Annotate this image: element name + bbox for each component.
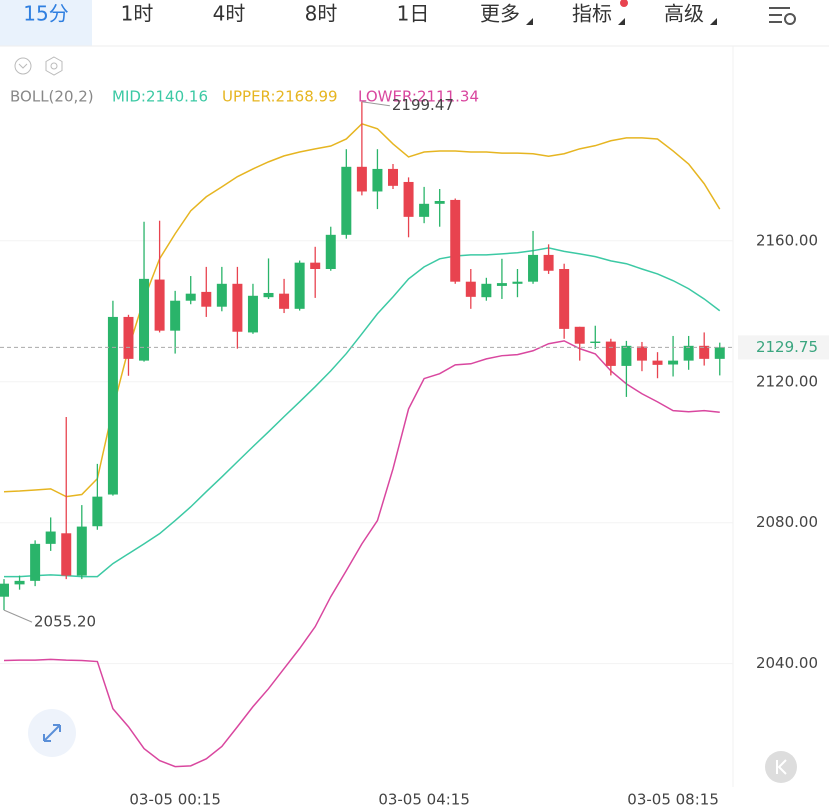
x-tick-label: 03-05 08:15 — [627, 791, 719, 809]
annotation-label: 2055.20 — [34, 613, 96, 631]
y-tick-label: 2160.00 — [756, 231, 818, 249]
candle-body — [388, 168, 398, 186]
indicator-label: BOLL(20,2) — [10, 88, 94, 106]
candle-body — [154, 279, 165, 331]
last-price-label: 2129.75 — [756, 338, 818, 356]
candle-body — [419, 203, 430, 217]
annotation-label: 2199.47 — [392, 96, 454, 114]
candle-body — [450, 199, 461, 282]
candle-body — [683, 345, 694, 361]
candle-body — [45, 531, 56, 544]
candle-body — [636, 346, 647, 361]
dropdown-arrow — [618, 18, 625, 25]
candle-body — [139, 278, 150, 361]
legend-entry: UPPER:2168.99 — [222, 88, 338, 106]
candle-body — [714, 347, 725, 359]
legend-entry: LOWER:2111.34 — [358, 88, 479, 106]
candle-body — [294, 262, 305, 309]
collapse-icon-arrow — [18, 63, 28, 69]
candle-body — [372, 168, 383, 192]
y-tick-label: 2120.00 — [756, 372, 818, 390]
candle-body — [310, 262, 321, 269]
candle-body — [185, 293, 196, 301]
candle-body — [76, 526, 87, 576]
settings-icon-dot — [50, 62, 58, 70]
candle-body — [279, 293, 290, 309]
tab[interactable]: 指标 — [572, 2, 612, 26]
candle-body — [263, 292, 274, 298]
candle-body — [668, 360, 679, 365]
dropdown-arrow — [526, 18, 533, 25]
candle-body — [528, 254, 539, 282]
candle-body — [434, 200, 445, 204]
settings-icon[interactable] — [45, 56, 63, 76]
candle-body — [590, 341, 601, 343]
tab[interactable]: 高级 — [664, 2, 704, 26]
legend-entry: MID:2140.16 — [112, 88, 208, 106]
candle-body — [232, 283, 243, 332]
x-tick-label: 03-05 04:15 — [378, 791, 470, 809]
dropdown-arrow — [710, 18, 717, 25]
tab[interactable]: 8时 — [305, 2, 338, 26]
last-price-box — [738, 335, 829, 360]
tab[interactable]: 4时 — [213, 2, 246, 26]
candle-body — [543, 254, 554, 271]
candle-body — [699, 345, 710, 359]
candle-body — [512, 281, 523, 284]
candle-body — [605, 341, 616, 366]
collapse-icon[interactable] — [14, 57, 32, 75]
boll-line — [3, 340, 720, 768]
candle-body — [574, 326, 585, 344]
candle-body — [0, 583, 9, 597]
tab[interactable]: 15分 — [23, 2, 68, 26]
candle-body — [30, 543, 41, 581]
annotation-leader — [3, 609, 33, 623]
candle-body — [356, 166, 367, 192]
candle-body — [496, 283, 507, 286]
tab[interactable]: 更多 — [480, 2, 520, 26]
candle-body — [559, 269, 570, 329]
y-tick-label: 2080.00 — [756, 513, 818, 531]
candle-body — [14, 580, 25, 585]
candle-body — [403, 181, 414, 217]
candle-body — [61, 533, 72, 576]
badge-dot — [620, 0, 628, 7]
candle-body — [481, 283, 492, 298]
boll-line — [4, 247, 721, 578]
candle-body — [325, 234, 336, 269]
candle-body — [247, 295, 258, 333]
active-tab-bg — [0, 0, 92, 46]
candle-body — [201, 291, 212, 307]
x-tick-label: 03-05 00:15 — [129, 791, 221, 809]
candle-body — [92, 496, 103, 527]
tab[interactable]: 1时 — [121, 2, 154, 26]
candle-body — [341, 166, 352, 235]
candle-body — [621, 345, 632, 366]
expand-icon — [43, 724, 61, 742]
y-tick-label: 2040.00 — [756, 654, 818, 672]
annotation-leader — [361, 101, 390, 107]
candle-body — [123, 316, 134, 359]
candle-body — [652, 360, 663, 365]
candle-body — [216, 283, 227, 307]
candle-body — [170, 300, 181, 331]
scroll-end-button[interactable] — [765, 751, 797, 783]
candle-body — [465, 281, 476, 297]
candle-body — [107, 316, 118, 495]
scroll-end-icon — [776, 759, 787, 775]
tab[interactable]: 1日 — [397, 2, 430, 26]
plot: 2040.00 2080.00 2120.00 2160.00 03-05 00:15 0… — [0, 88, 829, 809]
settings-icon[interactable] — [769, 7, 796, 25]
